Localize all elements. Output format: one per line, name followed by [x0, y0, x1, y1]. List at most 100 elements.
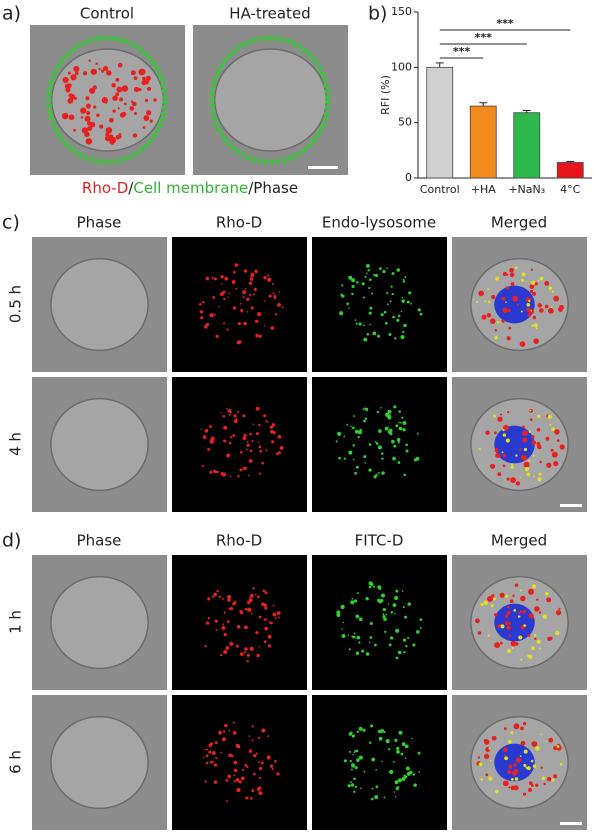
dot — [213, 469, 217, 474]
dot — [211, 760, 214, 764]
dot — [226, 620, 230, 623]
dot — [510, 477, 516, 484]
dot — [553, 461, 559, 467]
dot — [370, 797, 374, 801]
dot — [402, 605, 405, 609]
dot — [391, 272, 395, 276]
dot — [526, 472, 531, 477]
dot — [204, 780, 207, 783]
dot — [226, 453, 231, 458]
dot — [377, 729, 382, 734]
dot — [545, 436, 550, 441]
dot — [397, 441, 400, 444]
dot — [67, 98, 73, 104]
dot — [368, 468, 372, 472]
dot — [346, 302, 349, 306]
dot — [357, 436, 360, 439]
dot — [537, 303, 542, 308]
dot — [381, 452, 384, 455]
dot — [111, 83, 116, 88]
nucleus — [494, 425, 535, 464]
dot — [366, 272, 368, 275]
dot — [228, 413, 231, 416]
dot — [383, 796, 386, 799]
dot — [502, 271, 508, 277]
dot — [365, 652, 370, 656]
dot — [519, 610, 522, 613]
dot — [483, 753, 490, 759]
dot — [263, 275, 267, 280]
dot — [223, 297, 226, 301]
dot — [500, 624, 505, 629]
dot — [501, 319, 505, 323]
dot — [274, 313, 278, 316]
dot — [223, 611, 226, 614]
dot — [531, 741, 538, 747]
dot — [506, 477, 510, 481]
cell — [50, 575, 149, 670]
dot — [534, 282, 538, 286]
dot — [501, 296, 506, 301]
image-bg — [312, 555, 447, 690]
dot — [539, 308, 544, 313]
dot — [269, 425, 274, 429]
dot — [494, 642, 501, 649]
dot — [356, 730, 359, 733]
dot — [276, 452, 279, 456]
dot — [532, 764, 537, 768]
dot — [404, 744, 409, 749]
dot — [387, 303, 389, 306]
dot — [209, 313, 214, 318]
y-axis-title: RFI (%) — [379, 75, 392, 115]
dot — [404, 775, 408, 779]
dot — [528, 613, 534, 619]
micrograph — [172, 377, 307, 512]
dot — [273, 297, 276, 300]
dot — [85, 103, 91, 109]
dot — [349, 750, 352, 753]
dot — [273, 294, 277, 298]
dot — [494, 613, 498, 617]
dot — [100, 69, 105, 73]
dot — [233, 414, 237, 418]
dot — [404, 615, 408, 619]
dot — [523, 763, 527, 768]
dot — [242, 296, 245, 299]
dot — [374, 274, 379, 278]
dot — [349, 759, 352, 763]
dot — [381, 760, 383, 763]
cell — [50, 257, 149, 352]
dot — [208, 750, 212, 754]
dot — [200, 428, 202, 430]
dot — [374, 643, 377, 647]
dot — [503, 747, 508, 752]
dot — [248, 293, 252, 297]
dot — [363, 455, 367, 459]
dot — [222, 472, 227, 477]
dot — [239, 610, 244, 615]
column-label: FITC-D — [355, 532, 404, 550]
dot — [502, 780, 509, 787]
dot — [402, 278, 405, 281]
dot — [207, 447, 211, 451]
dot — [397, 314, 401, 318]
dot — [520, 278, 525, 282]
dot — [235, 287, 238, 290]
dot — [534, 637, 537, 640]
micrograph — [312, 237, 447, 372]
dot — [389, 769, 394, 775]
dot — [371, 787, 374, 790]
dot — [394, 796, 397, 798]
dot — [270, 429, 274, 434]
dot — [481, 314, 487, 320]
dot — [507, 308, 511, 313]
membrane — [46, 35, 168, 165]
dot — [244, 287, 247, 290]
dot — [406, 771, 411, 776]
dot — [502, 307, 508, 313]
dot — [533, 634, 537, 637]
image-bg — [172, 695, 307, 830]
dot — [350, 783, 355, 787]
bar — [556, 162, 584, 179]
dot — [237, 475, 240, 478]
